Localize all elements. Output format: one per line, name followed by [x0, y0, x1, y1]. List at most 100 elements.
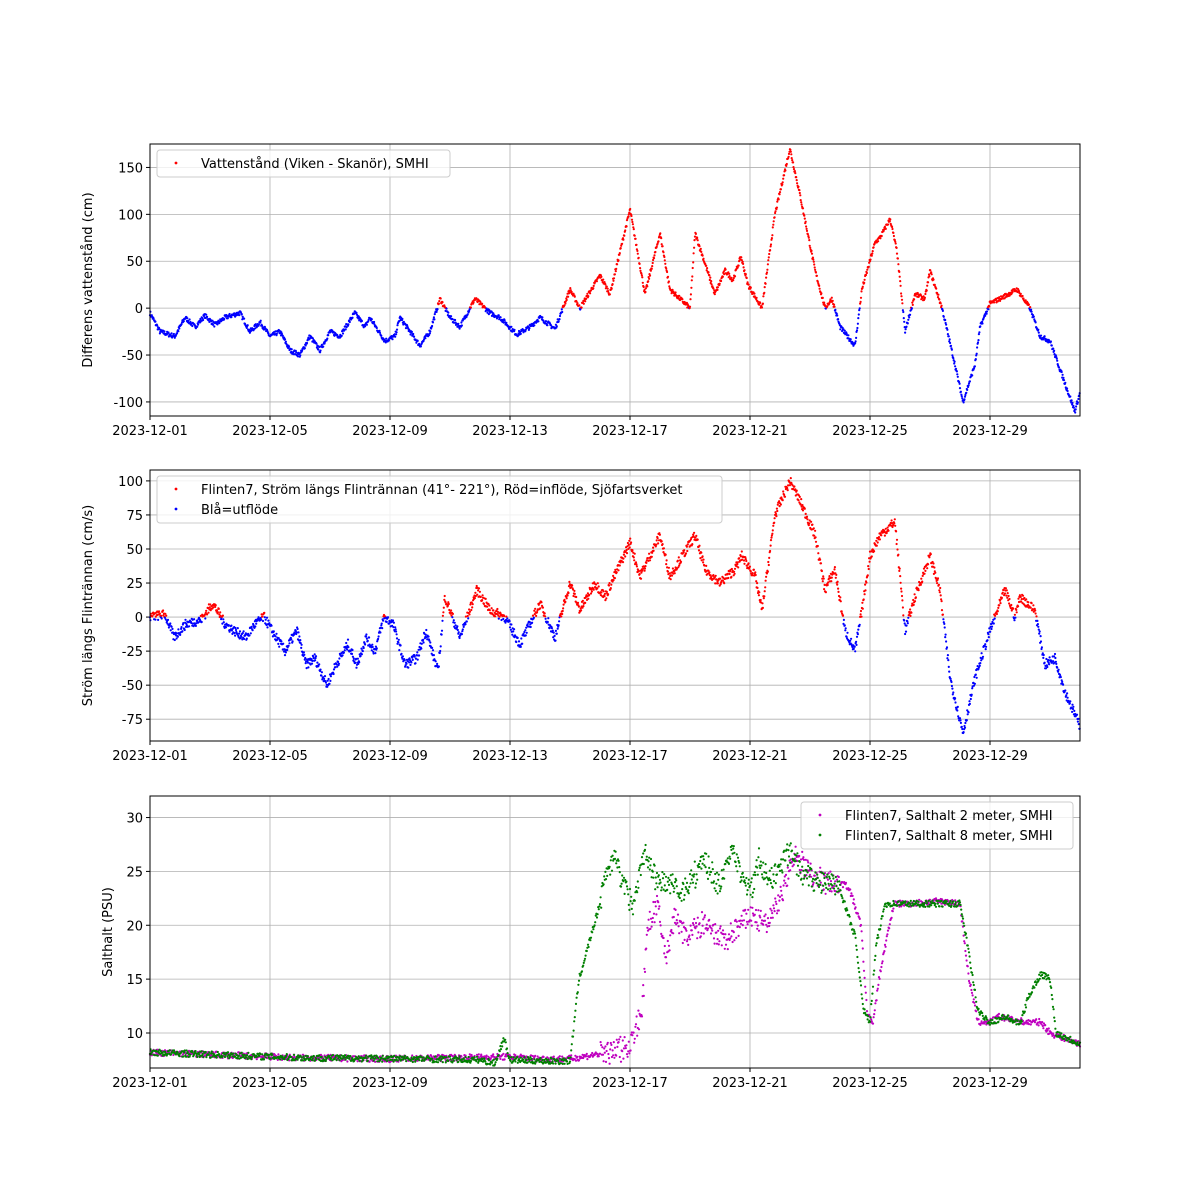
data-point — [632, 226, 635, 229]
data-point — [265, 616, 269, 619]
data-point — [784, 169, 787, 172]
data-point — [1071, 707, 1075, 711]
data-point — [839, 600, 842, 603]
data-point — [150, 314, 153, 317]
data-point — [637, 256, 640, 259]
data-point — [287, 345, 291, 348]
data-point — [984, 314, 987, 317]
data-point — [320, 671, 323, 674]
data-point — [167, 331, 170, 334]
data-point — [660, 243, 663, 246]
data-point — [758, 303, 761, 306]
data-point — [1015, 608, 1018, 612]
data-point — [543, 612, 546, 615]
data-point — [758, 591, 761, 594]
data-point — [438, 651, 441, 655]
data-point — [436, 308, 439, 311]
data-point — [820, 292, 823, 295]
data-point — [806, 518, 809, 521]
y-tick-label: 20 — [126, 919, 143, 934]
data-point — [844, 627, 847, 630]
data-point — [944, 633, 947, 636]
data-point — [912, 598, 915, 602]
data-point — [385, 620, 388, 624]
data-point — [351, 316, 354, 319]
data-point — [429, 641, 432, 644]
data-point — [892, 231, 895, 234]
legend-marker — [174, 507, 178, 511]
data-point — [716, 286, 720, 289]
data-point — [1035, 615, 1038, 618]
data-point — [1029, 306, 1032, 309]
data-point — [854, 340, 857, 343]
data-point — [822, 577, 825, 580]
data-point — [471, 606, 474, 609]
data-point — [521, 642, 524, 645]
data-point — [738, 557, 741, 560]
data-point — [685, 545, 689, 548]
data-point — [847, 334, 850, 337]
data-point — [772, 220, 775, 223]
data-point — [657, 542, 660, 545]
data-point — [177, 628, 180, 631]
legend: Vattenstånd (Viken - Skanör), SMHI — [156, 149, 451, 178]
data-point — [346, 638, 350, 641]
data-point — [900, 594, 904, 598]
data-point — [392, 621, 395, 624]
data-point — [211, 319, 214, 322]
data-point — [951, 687, 954, 690]
data-point — [806, 233, 810, 236]
data-point — [701, 254, 704, 257]
data-point — [886, 526, 889, 529]
data-point — [771, 226, 774, 229]
data-point — [1003, 592, 1007, 595]
data-point — [505, 615, 508, 618]
data-point — [1008, 597, 1011, 601]
data-point — [747, 562, 750, 565]
data-point — [622, 557, 625, 560]
data-point — [297, 631, 300, 634]
data-point — [590, 590, 594, 593]
data-point — [1014, 616, 1017, 619]
data-point — [204, 617, 207, 620]
data-point — [805, 227, 808, 230]
data-point — [946, 654, 950, 657]
data-point — [797, 185, 800, 188]
data-point — [512, 630, 515, 633]
data-point — [662, 547, 666, 550]
data-point — [420, 647, 423, 650]
data-point — [904, 328, 907, 331]
data-point — [905, 325, 908, 328]
data-point — [439, 297, 442, 300]
data-point — [323, 677, 326, 681]
data-point — [416, 658, 419, 661]
data-point — [967, 384, 970, 387]
data-point — [652, 546, 655, 549]
data-point — [689, 293, 693, 296]
data-point — [299, 354, 302, 357]
data-point — [849, 639, 852, 642]
data-point — [365, 323, 368, 326]
data-point — [463, 317, 467, 320]
data-point — [652, 257, 656, 260]
y-tick-label: 75 — [126, 509, 143, 524]
data-point — [671, 288, 674, 291]
data-point — [510, 325, 513, 328]
data-point — [439, 645, 442, 648]
data-point — [648, 277, 651, 280]
data-point — [730, 276, 733, 279]
data-point — [708, 274, 711, 277]
data-point — [163, 330, 166, 333]
data-point — [547, 617, 550, 620]
data-point — [509, 628, 512, 631]
y-axis-label: Differens vattenstånd (cm) — [81, 192, 96, 367]
data-point — [207, 611, 210, 614]
data-point — [234, 634, 237, 637]
data-point — [867, 565, 870, 568]
data-point — [630, 218, 634, 221]
data-point — [226, 317, 229, 320]
data-point — [814, 529, 817, 532]
data-point — [808, 244, 811, 247]
data-point — [987, 308, 990, 311]
data-point — [474, 591, 477, 594]
